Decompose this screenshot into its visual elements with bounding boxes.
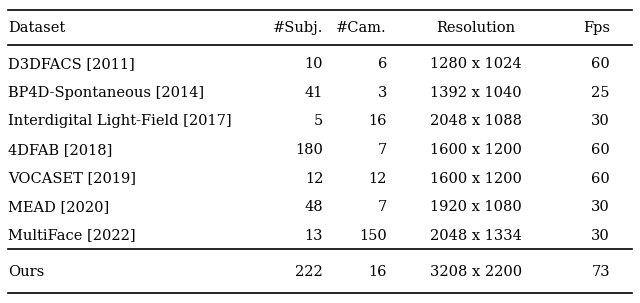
Text: 7: 7 [378,200,387,214]
Text: 2048 x 1334: 2048 x 1334 [430,228,522,243]
Text: 60: 60 [591,143,610,157]
Text: 222: 222 [296,265,323,278]
Text: 60: 60 [591,58,610,72]
Text: 1392 x 1040: 1392 x 1040 [430,86,522,100]
Text: 5: 5 [314,115,323,128]
Text: 16: 16 [369,265,387,278]
Text: 7: 7 [378,143,387,157]
Text: Fps: Fps [583,22,610,35]
Text: MultiFace [2022]: MultiFace [2022] [8,228,136,243]
Text: #Subj.: #Subj. [273,22,323,35]
Text: 48: 48 [305,200,323,214]
Text: 30: 30 [591,115,610,128]
Text: 30: 30 [591,228,610,243]
Text: 25: 25 [591,86,610,100]
Text: 3208 x 2200: 3208 x 2200 [430,265,522,278]
Text: VOCASET [2019]: VOCASET [2019] [8,171,136,185]
Text: 30: 30 [591,200,610,214]
Text: MEAD [2020]: MEAD [2020] [8,200,109,214]
Text: 1920 x 1080: 1920 x 1080 [430,200,522,214]
Text: 180: 180 [295,143,323,157]
Text: 16: 16 [369,115,387,128]
Text: 3: 3 [378,86,387,100]
Text: 1600 x 1200: 1600 x 1200 [430,171,522,185]
Text: 6: 6 [378,58,387,72]
Text: 10: 10 [305,58,323,72]
Text: BP4D-Spontaneous [2014]: BP4D-Spontaneous [2014] [8,86,204,100]
Text: 12: 12 [369,171,387,185]
Text: 2048 x 1088: 2048 x 1088 [430,115,522,128]
Text: 13: 13 [305,228,323,243]
Text: 4DFAB [2018]: 4DFAB [2018] [8,143,112,157]
Text: D3DFACS [2011]: D3DFACS [2011] [8,58,134,72]
Text: Ours: Ours [8,265,44,278]
Text: 1600 x 1200: 1600 x 1200 [430,143,522,157]
Text: Dataset: Dataset [8,22,65,35]
Text: #Cam.: #Cam. [336,22,387,35]
Text: 150: 150 [359,228,387,243]
Text: 73: 73 [591,265,610,278]
Text: 12: 12 [305,171,323,185]
Text: 60: 60 [591,171,610,185]
Text: 1280 x 1024: 1280 x 1024 [430,58,522,72]
Text: Resolution: Resolution [436,22,516,35]
Text: Interdigital Light-Field [2017]: Interdigital Light-Field [2017] [8,115,232,128]
Text: 41: 41 [305,86,323,100]
